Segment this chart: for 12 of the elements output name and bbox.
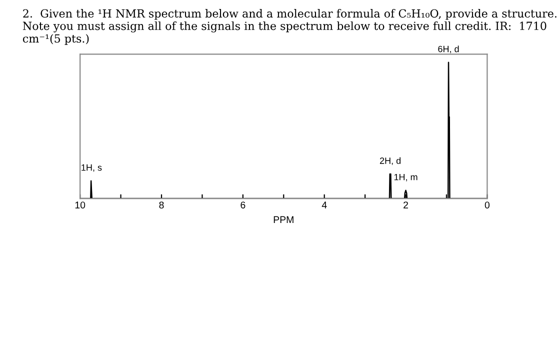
annotation: 2H, d xyxy=(380,157,401,165)
x-tick-label: 8 xyxy=(159,202,164,208)
x-tick-label: 2 xyxy=(404,202,408,208)
chart-title: 2. Given the ¹H NMR spectrum below and a molecular formula of C₅H₁₀O, provide a structure. Note you must assign all of the signals in the spectrum below to receive full credit. IR: 1710 cm⁻¹(5 pts.) xyxy=(22,9,556,45)
annotation: 1H, s xyxy=(82,164,102,172)
annotation: 1H, m xyxy=(394,174,418,182)
x-axis-title: PPM xyxy=(274,216,294,223)
annotation: 6H, d xyxy=(438,46,459,54)
x-tick-label: 0 xyxy=(484,202,490,208)
x-tick-label: 4 xyxy=(322,202,327,208)
x-tick-label: 6 xyxy=(240,202,246,208)
x-tick-label: 10 xyxy=(75,202,86,208)
